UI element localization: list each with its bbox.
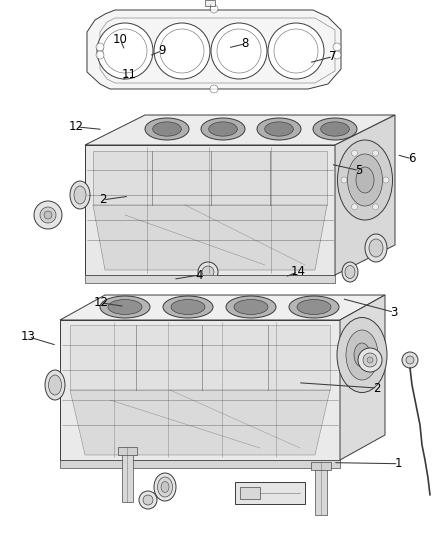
Ellipse shape [158,477,173,497]
Circle shape [352,150,357,156]
Ellipse shape [145,118,189,140]
Circle shape [352,204,357,210]
Polygon shape [93,205,327,270]
Ellipse shape [265,122,293,136]
Bar [60,460,340,468]
Bar [315,465,327,515]
Circle shape [96,51,104,59]
Polygon shape [340,295,385,460]
Circle shape [363,353,377,367]
Bar [235,482,305,504]
Text: 8: 8 [242,37,249,50]
Polygon shape [60,295,385,320]
Ellipse shape [313,118,357,140]
Text: 14: 14 [290,265,305,278]
Ellipse shape [163,296,213,318]
Circle shape [383,177,389,183]
Polygon shape [60,320,340,460]
Ellipse shape [365,234,387,262]
Circle shape [96,43,104,51]
Circle shape [211,23,267,79]
Ellipse shape [70,181,90,209]
Text: 13: 13 [21,330,36,343]
Bar [240,487,260,499]
Text: 5: 5 [356,164,363,177]
Polygon shape [85,145,335,275]
Circle shape [333,51,341,59]
Text: 6: 6 [408,152,416,165]
Bar [118,447,137,455]
Circle shape [210,85,218,93]
Circle shape [198,262,218,282]
Circle shape [341,177,347,183]
Ellipse shape [321,122,349,136]
Circle shape [358,348,382,372]
Polygon shape [70,325,330,390]
Ellipse shape [153,122,181,136]
Bar [205,0,215,6]
Ellipse shape [297,300,331,314]
Text: 12: 12 [93,296,108,309]
Circle shape [139,491,157,509]
Circle shape [143,495,153,505]
Ellipse shape [354,343,370,367]
Polygon shape [335,115,395,275]
Text: 7: 7 [329,50,337,63]
Circle shape [40,207,56,223]
Ellipse shape [342,262,358,282]
Text: 3: 3 [391,306,398,319]
Ellipse shape [289,296,339,318]
Ellipse shape [347,154,382,206]
Circle shape [202,266,214,278]
Circle shape [372,150,378,156]
Circle shape [333,43,341,51]
Polygon shape [70,390,330,455]
Ellipse shape [234,300,268,314]
Ellipse shape [338,140,392,220]
Polygon shape [85,115,395,145]
Circle shape [406,356,414,364]
Circle shape [44,211,52,219]
Ellipse shape [74,186,86,204]
Circle shape [34,201,62,229]
Ellipse shape [356,167,374,193]
Polygon shape [87,10,341,89]
Ellipse shape [154,473,176,501]
Circle shape [97,23,153,79]
Ellipse shape [226,296,276,318]
Bar [85,275,335,283]
Ellipse shape [45,370,65,400]
Ellipse shape [345,265,355,279]
Text: 2: 2 [99,193,107,206]
Circle shape [367,357,373,363]
Ellipse shape [201,118,245,140]
Ellipse shape [171,300,205,314]
Ellipse shape [337,318,387,392]
Text: 9: 9 [158,44,166,57]
Text: 10: 10 [113,34,128,46]
Polygon shape [93,151,327,205]
Ellipse shape [257,118,301,140]
Ellipse shape [208,122,237,136]
Circle shape [210,5,218,13]
Ellipse shape [369,239,383,257]
Text: 1: 1 [395,457,403,470]
Text: 4: 4 [195,269,203,281]
Ellipse shape [161,481,169,492]
Bar [311,462,331,470]
Text: 2: 2 [373,382,381,394]
Circle shape [402,352,418,368]
Ellipse shape [100,296,150,318]
Ellipse shape [108,300,142,314]
Ellipse shape [346,330,378,380]
Circle shape [154,23,210,79]
Text: 12: 12 [69,120,84,133]
Ellipse shape [49,375,61,395]
Bar [122,450,133,502]
Circle shape [268,23,324,79]
Text: 11: 11 [122,68,137,81]
Circle shape [372,204,378,210]
